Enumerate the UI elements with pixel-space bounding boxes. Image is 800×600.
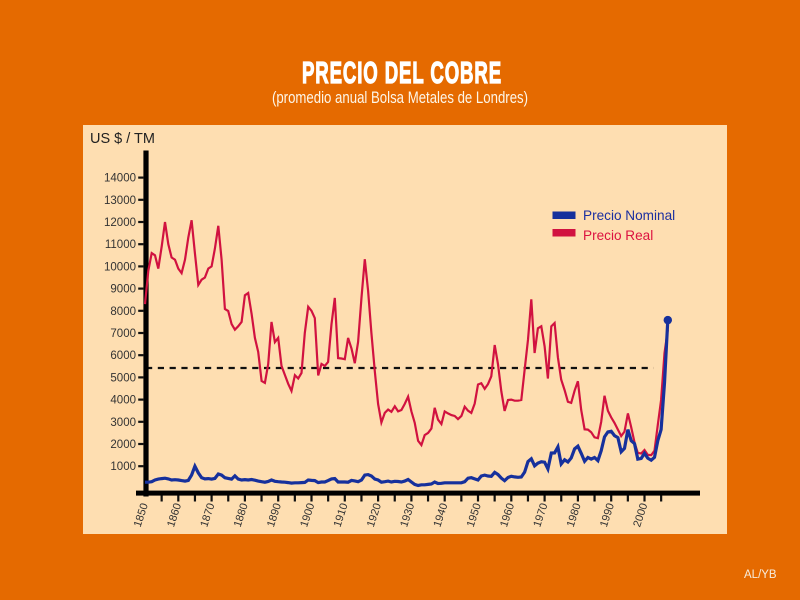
svg-text:2000: 2000 (110, 439, 136, 451)
svg-text:1910: 1910 (332, 502, 351, 529)
svg-text:1990: 1990 (598, 502, 617, 529)
svg-text:1930: 1930 (398, 502, 417, 529)
svg-text:1900: 1900 (298, 502, 317, 529)
svg-text:14000: 14000 (104, 173, 136, 185)
svg-text:9000: 9000 (110, 284, 136, 296)
svg-text:1940: 1940 (432, 502, 451, 529)
svg-text:1950: 1950 (465, 502, 484, 529)
svg-text:10000: 10000 (104, 261, 136, 273)
svg-text:7000: 7000 (110, 328, 136, 340)
svg-text:Precio Nominal: Precio Nominal (583, 208, 675, 223)
svg-text:1870: 1870 (198, 502, 217, 529)
svg-text:Precio Real: Precio Real (583, 228, 653, 243)
svg-text:5000: 5000 (110, 372, 136, 384)
svg-text:1970: 1970 (531, 502, 550, 529)
svg-text:13000: 13000 (104, 195, 136, 207)
svg-text:1980: 1980 (565, 502, 584, 529)
svg-text:4000: 4000 (110, 395, 136, 407)
svg-text:3000: 3000 (110, 417, 136, 429)
svg-text:2000: 2000 (631, 502, 650, 529)
svg-text:1860: 1860 (165, 502, 184, 529)
svg-text:1850: 1850 (132, 502, 151, 529)
svg-text:1960: 1960 (498, 502, 517, 529)
svg-text:1880: 1880 (232, 502, 251, 529)
svg-text:1000: 1000 (110, 461, 136, 473)
svg-text:6000: 6000 (110, 350, 136, 362)
svg-text:11000: 11000 (105, 239, 136, 251)
svg-text:8000: 8000 (110, 306, 136, 318)
svg-text:12000: 12000 (104, 217, 136, 229)
svg-text:1890: 1890 (265, 502, 284, 529)
svg-text:1920: 1920 (365, 502, 384, 529)
